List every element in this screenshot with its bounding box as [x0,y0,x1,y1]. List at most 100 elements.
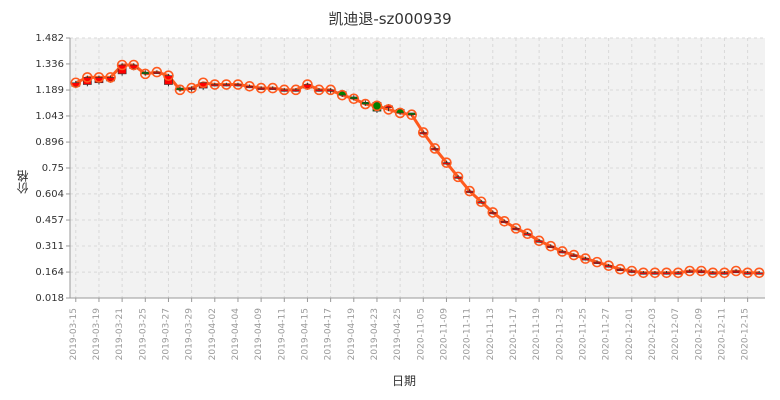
line-point [452,171,464,183]
line-point [360,98,371,110]
line-point [244,81,255,92]
x-tick-label: 2019-03-29 [185,308,195,361]
candle-body [627,270,637,273]
candle-body [453,176,463,179]
candle-body [731,270,741,274]
candle-body [685,270,695,273]
y-tick-label: 1.043 [35,111,64,122]
y-tick-label: 1.482 [35,33,64,44]
line-point [313,84,325,96]
line-point [406,109,418,121]
line-point [638,267,649,279]
line-point [105,72,116,83]
candle-body [256,87,266,90]
x-tick-label: 2020-12-07 [671,308,681,360]
candle-body [465,190,474,193]
candle-body [233,84,243,87]
chart-title: 凯迪退-sz000939 [328,10,452,28]
candle-body [500,220,509,224]
y-tick-label: 1.336 [35,59,64,70]
line-point [753,267,765,279]
line-point [267,82,279,94]
candle-body [222,84,231,87]
candle-body [673,272,683,275]
line-point [278,84,290,96]
x-tick-label: 2019-04-25 [393,308,403,360]
x-tick-label: 2020-11-17 [509,308,519,360]
candle-body [534,240,544,243]
candle-body [187,87,196,90]
x-tick-label: 2019-04-11 [277,308,287,360]
line-point [151,66,163,78]
candle-body [361,101,370,105]
candle-body [326,89,335,92]
x-tick-label: 2019-03-21 [115,308,125,360]
candle-body [268,87,278,90]
x-tick-label: 2019-04-23 [370,308,380,360]
candle-body [662,272,671,275]
line-point [626,265,638,277]
line-point [661,267,672,279]
line-point [290,84,302,96]
line-point [730,265,742,277]
line-point [174,84,186,96]
line-point [568,249,580,261]
candle-body [754,272,764,275]
candle-body [418,132,428,135]
line-point [510,223,522,234]
line-point [556,246,568,257]
line-point [487,207,499,218]
x-tick-label: 2020-11-27 [602,308,612,360]
line-point [464,185,475,197]
x-tick-label: 2019-03-25 [138,308,148,360]
candle-body [407,112,417,116]
candle-body [604,265,613,268]
candle-body [430,148,440,151]
x-tick-label: 2019-04-02 [208,308,218,360]
x-tick-label: 2020-11-13 [486,308,496,360]
candle-body [152,71,162,74]
line-point [209,79,221,90]
x-tick-label: 2020-12-01 [625,308,635,360]
x-tick-label: 2019-04-15 [300,308,310,360]
line-point [221,79,232,90]
candle-body [349,96,359,100]
candle-body [488,212,498,215]
line-point [348,93,360,105]
line-point [128,59,140,71]
y-tick-label: 0.311 [35,241,64,252]
line-point [499,215,510,227]
candle-body [314,89,324,92]
x-tick-label: 2020-11-11 [463,308,473,360]
candle-body [210,84,220,87]
candle-body [140,71,150,75]
candle-body [592,261,602,264]
x-tick-label: 2019-04-19 [347,308,357,361]
x-tick-label: 2020-11-19 [532,308,542,361]
y-tick-label: 0.457 [35,215,64,226]
candle-body [83,77,92,85]
candle-body [291,89,301,92]
x-tick-label: 2019-03-15 [69,308,79,360]
line-point [441,157,452,168]
candle-body [557,251,567,254]
line-point [116,59,128,71]
candle-body [696,270,706,274]
y-tick-label: 0.75 [42,163,64,174]
candle-body [175,87,185,91]
line-point [533,235,545,247]
line-point [336,89,348,101]
line-point [649,267,661,279]
line-point [591,256,603,268]
line-point [719,267,730,279]
x-tick-label: 2019-04-09 [254,308,264,361]
line-point [255,82,267,94]
x-tick-label: 2020-11-23 [555,308,565,360]
candle-body [442,162,451,165]
x-tick-label: 2020-12-11 [717,308,727,360]
x-tick-label: 2019-04-17 [324,308,334,360]
line-point [672,267,684,279]
line-point [603,260,614,271]
line-point [371,100,383,112]
y-tick-label: 0.604 [35,189,64,200]
